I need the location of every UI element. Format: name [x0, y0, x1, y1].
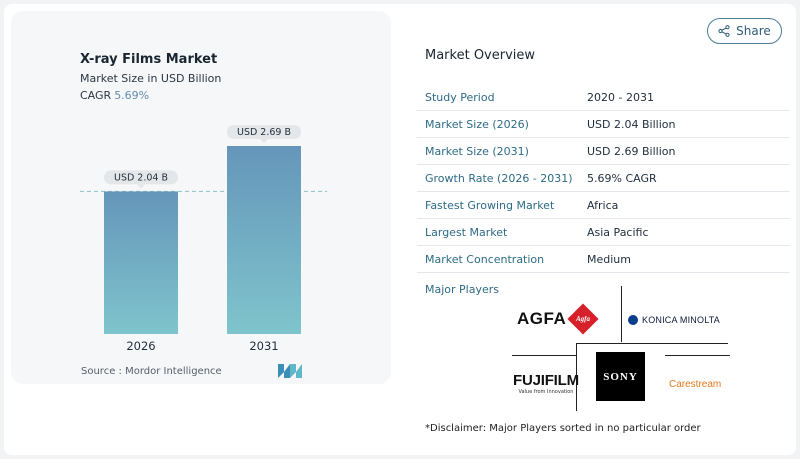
- data-label-bg: [104, 170, 178, 185]
- chart-title: X-ray Films Market: [80, 52, 218, 67]
- overview-label: Growth Rate (2026 - 2031): [425, 171, 573, 185]
- source-text: Source : Mordor Intelligence: [81, 366, 222, 377]
- sony-wordmark: SONY: [603, 370, 638, 383]
- konica-globe-icon: [628, 315, 638, 325]
- data-label-pointer: [260, 139, 268, 143]
- chart-subtitle: Market Size in USD Billion: [80, 72, 222, 85]
- overview-row: Growth Rate (2026 - 2031) 5.69% CAGR: [417, 165, 790, 192]
- disclaimer: *Disclaimer: Major Players sorted in no …: [425, 423, 701, 434]
- overview-value: USD 2.04 Billion: [587, 117, 676, 131]
- chart-card: [11, 11, 391, 384]
- agfa-logo: AGFA Agfa: [517, 303, 599, 335]
- data-label-pointer: [137, 184, 145, 189]
- bar-2026: [104, 191, 178, 334]
- fujifilm-wordmark: FUJIFILM: [513, 372, 579, 389]
- overview-row: Largest Market Asia Pacific: [417, 219, 790, 246]
- overview-label: Largest Market: [425, 225, 508, 239]
- cagr-line: CAGR 5.69%: [80, 89, 149, 102]
- cagr-value: 5.69%: [114, 89, 150, 102]
- agfa-mark: Agfa: [576, 315, 591, 323]
- x-tick-label: 2031: [249, 339, 278, 353]
- overview-row: Market Size (2031) USD 2.69 Billion: [417, 138, 790, 165]
- overview-row: Study Period 2020 - 2031: [417, 84, 790, 111]
- data-label: USD 2.69 B: [237, 127, 291, 138]
- data-label-bg: [227, 125, 301, 139]
- agfa-diamond-icon: Agfa: [567, 303, 599, 335]
- overview-value: 2020 - 2031: [587, 90, 654, 104]
- bar-2031: [227, 146, 301, 334]
- share-label: Share: [736, 24, 771, 38]
- carestream-logo: Carestream: [669, 379, 722, 390]
- x-tick-label: 2026: [126, 339, 155, 353]
- players-title: Major Players: [425, 283, 499, 296]
- data-label: USD 2.04 B: [114, 172, 168, 183]
- overview-label: Study Period: [425, 90, 495, 104]
- overview-label: Market Size (2026): [425, 117, 529, 131]
- overview-label: Market Concentration: [425, 252, 545, 266]
- overview-title: Market Overview: [425, 48, 536, 63]
- overview-label: Fastest Growing Market: [425, 198, 555, 212]
- cagr-label: CAGR: [80, 89, 112, 102]
- overview-row: Market Concentration Medium: [417, 246, 790, 273]
- konica-minolta-logo: KONICA MINOLTA: [628, 315, 720, 325]
- overview-value: Medium: [587, 252, 631, 266]
- overview-value: Asia Pacific: [587, 225, 649, 239]
- fujifilm-logo: FUJIFILM Value from Innovation: [513, 372, 579, 395]
- overview-value: Africa: [587, 198, 619, 212]
- overview-row: Fastest Growing Market Africa: [417, 192, 790, 219]
- share-icon: [718, 25, 730, 37]
- overview-value: 5.69% CAGR: [587, 171, 657, 185]
- konica-wordmark: KONICA MINOLTA: [642, 315, 720, 325]
- bar-chart: USD 2.04 B 2026 USD 2.69 B 2031: [80, 125, 327, 353]
- sony-logo: SONY: [596, 352, 645, 401]
- mordor-intelligence-logo-icon: [278, 364, 302, 378]
- share-button[interactable]: Share: [707, 18, 782, 44]
- overview-label: Market Size (2031): [425, 144, 529, 158]
- fujifilm-tagline: Value from Innovation: [518, 389, 574, 395]
- overview-row: Market Size (2026) USD 2.04 Billion: [417, 111, 790, 138]
- overview-table: Study Period 2020 - 2031 Market Size (20…: [417, 84, 790, 273]
- overview-value: USD 2.69 Billion: [587, 144, 676, 158]
- agfa-wordmark: AGFA: [517, 309, 567, 328]
